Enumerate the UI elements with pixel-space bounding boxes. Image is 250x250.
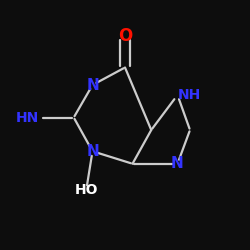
Text: N: N (86, 144, 99, 159)
Text: HO: HO (74, 183, 98, 197)
Text: N: N (86, 78, 99, 92)
Text: NH: NH (178, 88, 201, 102)
Text: HN: HN (16, 110, 39, 124)
Text: O: O (118, 27, 132, 45)
Text: N: N (171, 156, 184, 171)
